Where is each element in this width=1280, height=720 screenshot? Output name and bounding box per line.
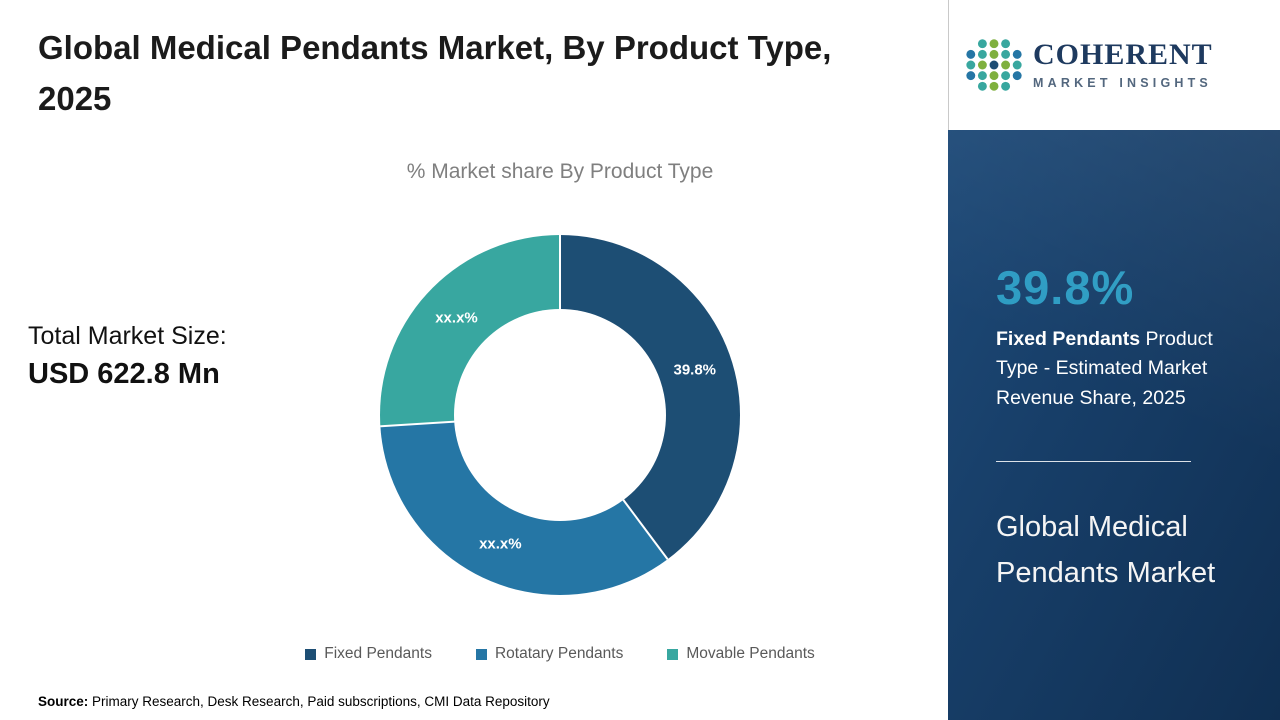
chart-section: Global Medical Pendants Market, By Produ… <box>28 29 832 709</box>
legend-label: Movable Pendants <box>686 645 815 662</box>
highlight-description-rest: Product Type - Estimated Market Revenue … <box>996 328 1213 409</box>
page-title: Global Medical Pendants Market, By Produ… <box>38 29 832 118</box>
highlight-panel: 39.8% Fixed Pendants Product Type - Esti… <box>948 130 1280 720</box>
slice-label: xx.x% <box>435 309 478 327</box>
total-market-size-label: Total Market Size: <box>28 322 227 350</box>
logo-text: COHERENT MARKET INSIGHTS <box>1033 38 1213 91</box>
highlight-value: 39.8% <box>996 261 1135 314</box>
panel-divider <box>996 460 1191 462</box>
market-name: Global Medical Pendants Market <box>996 510 1216 590</box>
source-note: Source: Primary Research, Desk Research,… <box>38 694 550 709</box>
source-label: Source: <box>38 694 89 709</box>
logo-title: COHERENT <box>1033 38 1213 71</box>
slice-label: 39.8% <box>673 361 717 379</box>
legend-label: Rotatary Pendants <box>494 645 624 662</box>
legend-item: Fixed Pendants <box>305 645 432 663</box>
coherent-logo-dots-icon <box>966 39 1022 91</box>
highlight-description: Fixed Pendants Product Type - Estimated … <box>996 325 1241 413</box>
total-market-size-value: USD 622.8 Mn <box>28 358 220 390</box>
chart-legend: Fixed Pendants Rotatary Pendants Movable P… <box>120 645 1000 663</box>
legend-swatch <box>667 648 679 660</box>
donut-hole <box>454 309 666 521</box>
legend-swatch <box>305 648 317 660</box>
coherent-logo: COHERENT MARKET INSIGHTS <box>948 0 1280 130</box>
highlight-category: Fixed Pendants <box>996 328 1141 350</box>
legend-item: Movable Pendants <box>667 645 815 663</box>
side-panel: COHERENT MARKET INSIGHTS 39.8% Fixed Pen… <box>948 0 1280 720</box>
donut-chart: 39.8% xx.x% xx.x% <box>380 235 740 595</box>
legend-swatch <box>475 648 487 660</box>
legend-item: Rotatary Pendants <box>475 645 624 663</box>
source-text: Primary Research, Desk Research, Paid su… <box>88 694 550 709</box>
slice-label: xx.x% <box>479 535 522 553</box>
logo-subtitle: MARKET INSIGHTS <box>1033 76 1212 90</box>
legend-label: Fixed Pendants <box>324 645 432 662</box>
chart-subtitle: % Market share By Product Type <box>406 160 714 183</box>
total-market-size: Total Market Size: USD 622.8 Mn <box>28 322 227 391</box>
